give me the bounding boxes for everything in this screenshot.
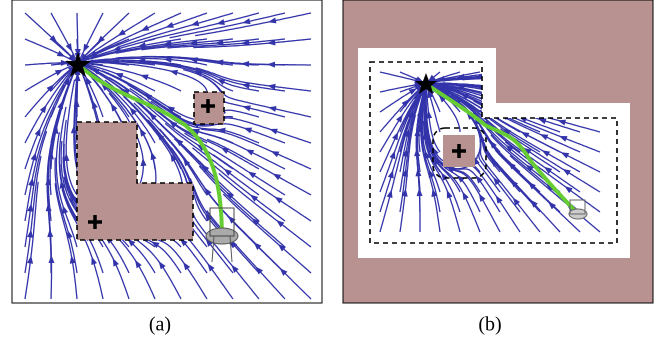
panel-b	[343, 0, 653, 303]
panel-a	[12, 0, 322, 303]
figure: (a) (b)	[0, 0, 663, 344]
caption: (a)	[149, 314, 171, 336]
caption: (b)	[478, 314, 501, 336]
